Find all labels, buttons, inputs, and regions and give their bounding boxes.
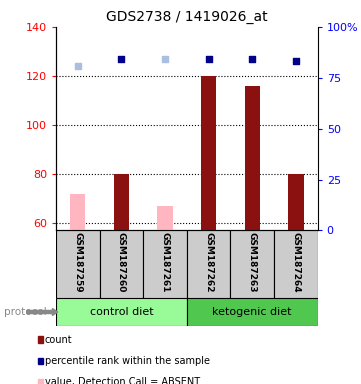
Bar <box>245 86 260 230</box>
Bar <box>288 174 304 230</box>
Text: ketogenic diet: ketogenic diet <box>213 307 292 317</box>
Point <box>162 56 168 62</box>
Bar <box>100 230 143 298</box>
Point <box>293 58 299 64</box>
Bar <box>274 230 318 298</box>
Bar <box>230 230 274 298</box>
Point <box>118 56 124 62</box>
Text: percentile rank within the sample: percentile rank within the sample <box>45 356 210 366</box>
Bar <box>187 230 230 298</box>
Text: GSM187260: GSM187260 <box>117 232 126 293</box>
Text: GSM187264: GSM187264 <box>291 232 300 293</box>
Bar <box>201 76 216 230</box>
Text: GSM187261: GSM187261 <box>161 232 170 293</box>
Text: count: count <box>45 335 72 345</box>
Text: GSM187262: GSM187262 <box>204 232 213 293</box>
Bar <box>56 230 100 298</box>
Bar <box>143 230 187 298</box>
Bar <box>56 298 187 326</box>
Title: GDS2738 / 1419026_at: GDS2738 / 1419026_at <box>106 10 268 25</box>
Bar <box>70 194 86 230</box>
Bar <box>157 206 173 230</box>
Text: protocol: protocol <box>4 307 46 317</box>
Point <box>75 63 81 69</box>
Text: GSM187259: GSM187259 <box>73 232 82 293</box>
Text: GSM187263: GSM187263 <box>248 232 257 293</box>
Bar <box>187 298 318 326</box>
Point <box>249 56 255 62</box>
Text: control diet: control diet <box>90 307 153 317</box>
Point <box>206 56 212 62</box>
Bar <box>114 174 129 230</box>
Text: value, Detection Call = ABSENT: value, Detection Call = ABSENT <box>45 377 200 384</box>
